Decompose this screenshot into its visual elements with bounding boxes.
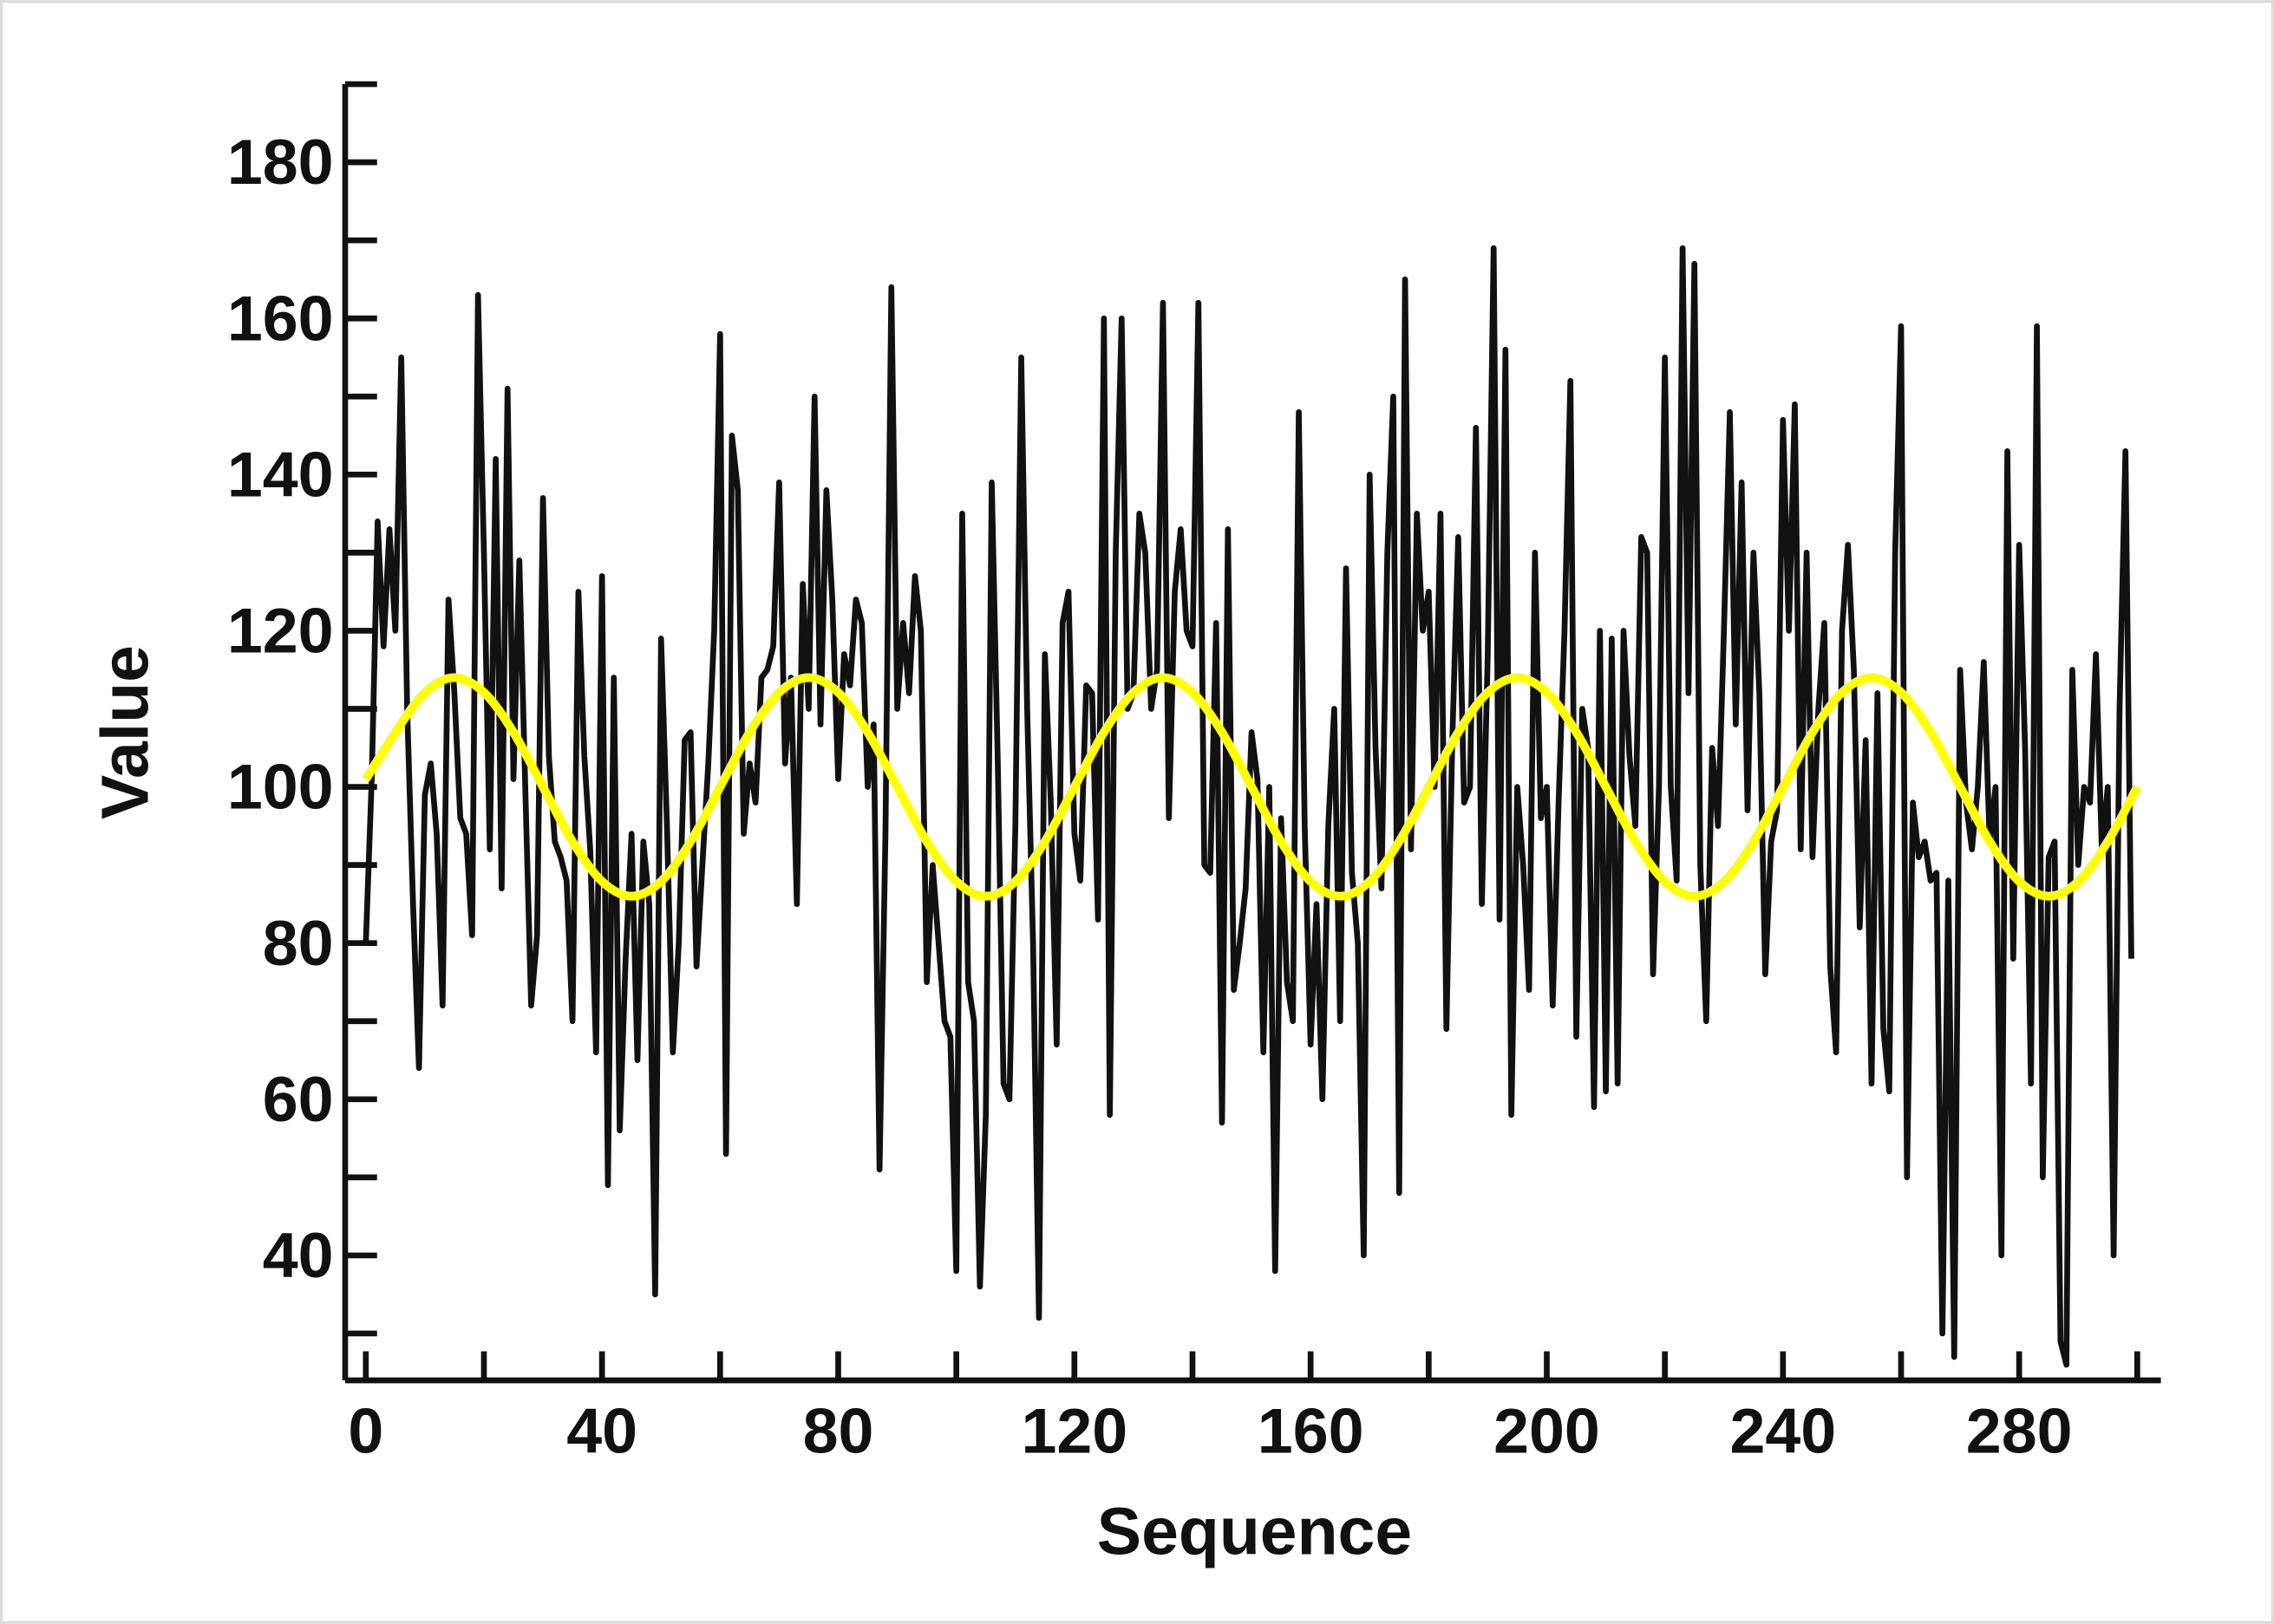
y-tick-label: 160 [227, 282, 334, 354]
signal-line [363, 245, 2134, 1368]
x-tick-label: 200 [1493, 1395, 1600, 1467]
y-tick-label: 40 [263, 1219, 334, 1291]
x-tick-label: 0 [348, 1395, 383, 1467]
x-axis-label: Sequence [1097, 1495, 1412, 1569]
x-tick-label: 80 [803, 1395, 874, 1467]
trend-line [362, 673, 2141, 901]
x-tick-label: 240 [1729, 1395, 1836, 1467]
y-axis-label: Value [88, 645, 163, 819]
y-tick-label: 100 [227, 751, 334, 823]
x-tick-label: 280 [1966, 1395, 2073, 1467]
y-tick-label: 180 [227, 126, 334, 198]
y-tick-label: 60 [263, 1063, 334, 1135]
x-tick-label: 40 [566, 1395, 637, 1467]
y-tick-label: 120 [227, 595, 334, 667]
x-tick-label: 160 [1258, 1395, 1364, 1467]
x-tick-label: 120 [1021, 1395, 1127, 1467]
y-tick-label: 80 [263, 907, 334, 979]
y-tick-label: 140 [227, 438, 334, 510]
